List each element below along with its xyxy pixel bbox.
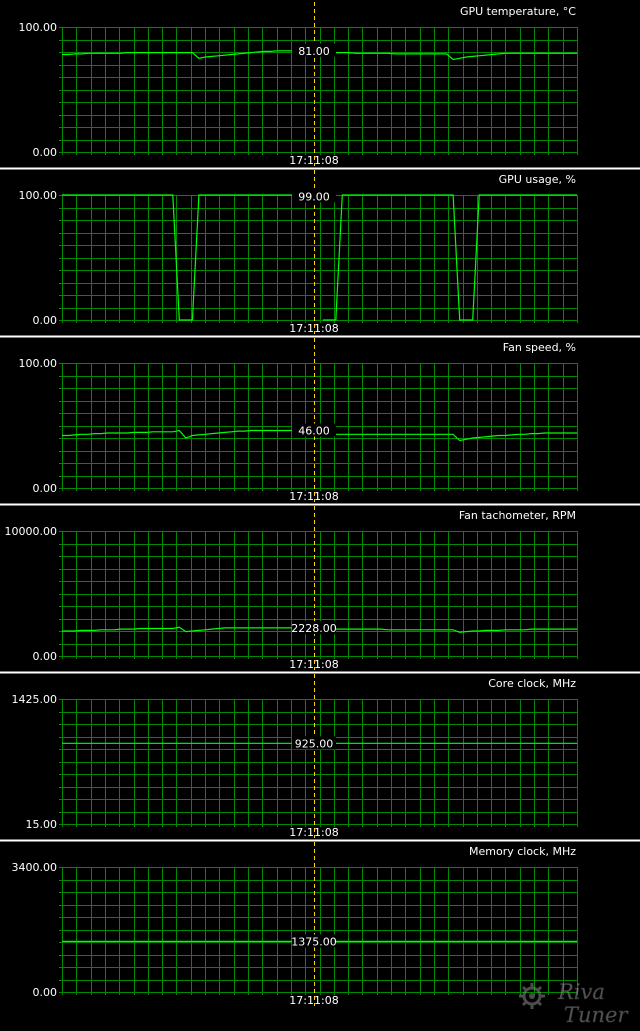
graph-panel: Core clock, MHz 1425.00 15.00 925.00 17:11:0… — [0, 674, 640, 842]
grid — [59, 531, 578, 659]
graph-title: GPU usage, % — [499, 173, 576, 186]
cursor-value-label: 46.00 — [298, 425, 330, 438]
graph-title: Fan speed, % — [503, 341, 576, 354]
y-axis-min-label: 0.00 — [33, 986, 58, 999]
cursor-value-label: 925.00 — [295, 737, 334, 750]
series-line — [322, 51, 577, 61]
series-line — [62, 194, 310, 321]
cursor-value-label: 2228.00 — [291, 622, 337, 635]
cursor-value-label: 1375.00 — [291, 935, 337, 948]
y-axis-min-label: 0.00 — [33, 314, 58, 327]
series-line — [62, 626, 310, 633]
series-line — [322, 628, 577, 633]
cursor-value-background — [292, 621, 336, 635]
cursor-value-background — [292, 43, 336, 57]
y-axis-min-label: 0.00 — [33, 650, 58, 663]
grid — [59, 27, 578, 155]
graph-title: Core clock, MHz — [488, 677, 576, 690]
grid — [59, 195, 578, 323]
series-line — [322, 432, 577, 442]
rivatuner-watermark: Riva Tuner — [516, 977, 634, 1027]
series-line — [62, 429, 310, 439]
graph-title: Fan tachometer, RPM — [459, 509, 576, 522]
y-axis-min-label: 15.00 — [26, 818, 58, 831]
graph-panel: Memory clock, MHz 3400.00 0.00 1375.00 17:11… — [12, 842, 578, 1007]
cursor-value-label: 81.00 — [298, 45, 330, 58]
graph-panel: GPU usage, % 100.00 0.00 99.00 17:11:08 — [0, 170, 640, 338]
cursor-time-label: 17:11:08 — [289, 154, 338, 167]
y-axis-max-label: 100.00 — [19, 357, 58, 370]
cursor-time-label: 17:11:08 — [289, 490, 338, 503]
cursor-time-label: 17:11:08 — [289, 994, 338, 1007]
y-axis-min-label: 0.00 — [33, 146, 58, 159]
series-line — [62, 50, 310, 59]
graph-title: Memory clock, MHz — [469, 845, 576, 858]
cursor-value-background — [292, 736, 336, 750]
cursor-value-background — [292, 189, 336, 203]
cursor-time-label: 17:11:08 — [289, 322, 338, 335]
y-axis-max-label: 100.00 — [19, 21, 58, 34]
cursor-value-background — [292, 423, 336, 437]
gear-icon — [519, 983, 545, 1009]
y-axis-max-label: 10000.00 — [5, 525, 58, 538]
grid — [59, 699, 578, 827]
cursor-value-label: 99.00 — [298, 190, 330, 203]
graph-panel: Fan speed, % 100.00 0.00 46.00 17:11:08 — [0, 338, 640, 506]
cursor-time-label: 17:11:08 — [289, 826, 338, 839]
graph-panel: Fan tachometer, RPM 10000.00 0.00 2228.00 17… — [0, 506, 640, 674]
y-axis-min-label: 0.00 — [33, 482, 58, 495]
y-axis-max-label: 3400.00 — [12, 861, 58, 874]
graph-title: GPU temperature, °C — [460, 5, 576, 18]
watermark-text-bottom: Tuner — [564, 1003, 629, 1027]
series-line — [322, 194, 577, 321]
cursor-value-background — [292, 934, 336, 948]
y-axis-max-label: 1425.00 — [12, 693, 58, 706]
cursor-time-label: 17:11:08 — [289, 658, 338, 671]
y-axis-max-label: 100.00 — [19, 189, 58, 202]
graph-panel: GPU temperature, °C 100.00 0.00 81.00 17:11:… — [0, 2, 640, 170]
watermark-text-top: Riva — [557, 980, 605, 1004]
grid — [59, 867, 578, 995]
